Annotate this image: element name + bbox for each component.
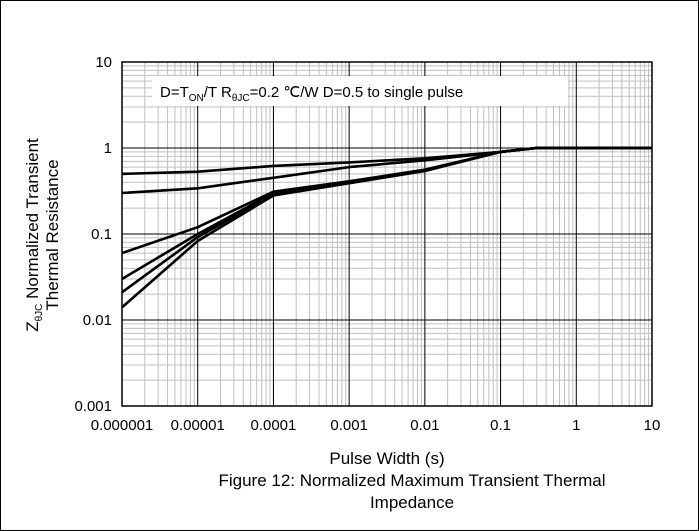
y-tick-labels: 0.001 0.01 0.1 1 10 bbox=[74, 54, 112, 415]
x-tick-label: 0.001 bbox=[330, 417, 368, 434]
x-tick-label: 0.0001 bbox=[250, 417, 296, 434]
figure-caption-line2: Impedance bbox=[370, 493, 454, 512]
x-tick-label: 0.1 bbox=[490, 417, 511, 434]
y-label-z: Z bbox=[23, 321, 42, 331]
x-axis-label: Pulse Width (s) bbox=[329, 449, 444, 468]
y-tick-label: 1 bbox=[104, 140, 112, 157]
y-label-sub: θJC bbox=[34, 304, 45, 322]
y-axis-label-line1: ZθJC Normalized Transient bbox=[23, 138, 45, 332]
y-tick-label: 10 bbox=[95, 54, 112, 71]
series-line-6 bbox=[121, 146, 652, 309]
x-tick-labels: 0.000001 0.00001 0.0001 0.001 0.01 0.1 1 10 bbox=[91, 417, 661, 434]
y-tick-label: 0.001 bbox=[74, 398, 112, 415]
x-tick-label: 0.000001 bbox=[91, 417, 154, 434]
series-lines bbox=[121, 146, 652, 309]
y-tick-label: 0.1 bbox=[91, 226, 112, 243]
y-axis-label: ZθJC Normalized Transient Thermal Resist… bbox=[23, 138, 62, 332]
x-tick-label: 10 bbox=[644, 417, 661, 434]
annotation-part-c: =0.2 ℃/W D=0.5 to single pulse bbox=[250, 84, 464, 101]
y-axis-label-line2: Thermal Resistance bbox=[43, 159, 62, 310]
figure-caption-line1: Figure 12: Normalized Maximum Transient … bbox=[218, 471, 605, 490]
plot-border bbox=[121, 61, 653, 407]
y-label-rest: Normalized Transient bbox=[23, 138, 42, 304]
annotation-part-a: D=T bbox=[160, 84, 189, 101]
annotation-part-b: /T R bbox=[204, 84, 232, 101]
x-tick-label: 0.00001 bbox=[171, 417, 225, 434]
annotation-background bbox=[152, 76, 568, 106]
annotation-text: D=TON/T RθJC=0.2 ℃/W D=0.5 to single pul… bbox=[160, 84, 463, 104]
annotation-sub-thetajc: θJC bbox=[232, 93, 250, 104]
x-tick-label: 0.01 bbox=[410, 417, 439, 434]
x-tick-label: 1 bbox=[572, 417, 580, 434]
annotation-sub-on: ON bbox=[189, 93, 204, 104]
y-tick-label: 0.01 bbox=[83, 312, 112, 329]
